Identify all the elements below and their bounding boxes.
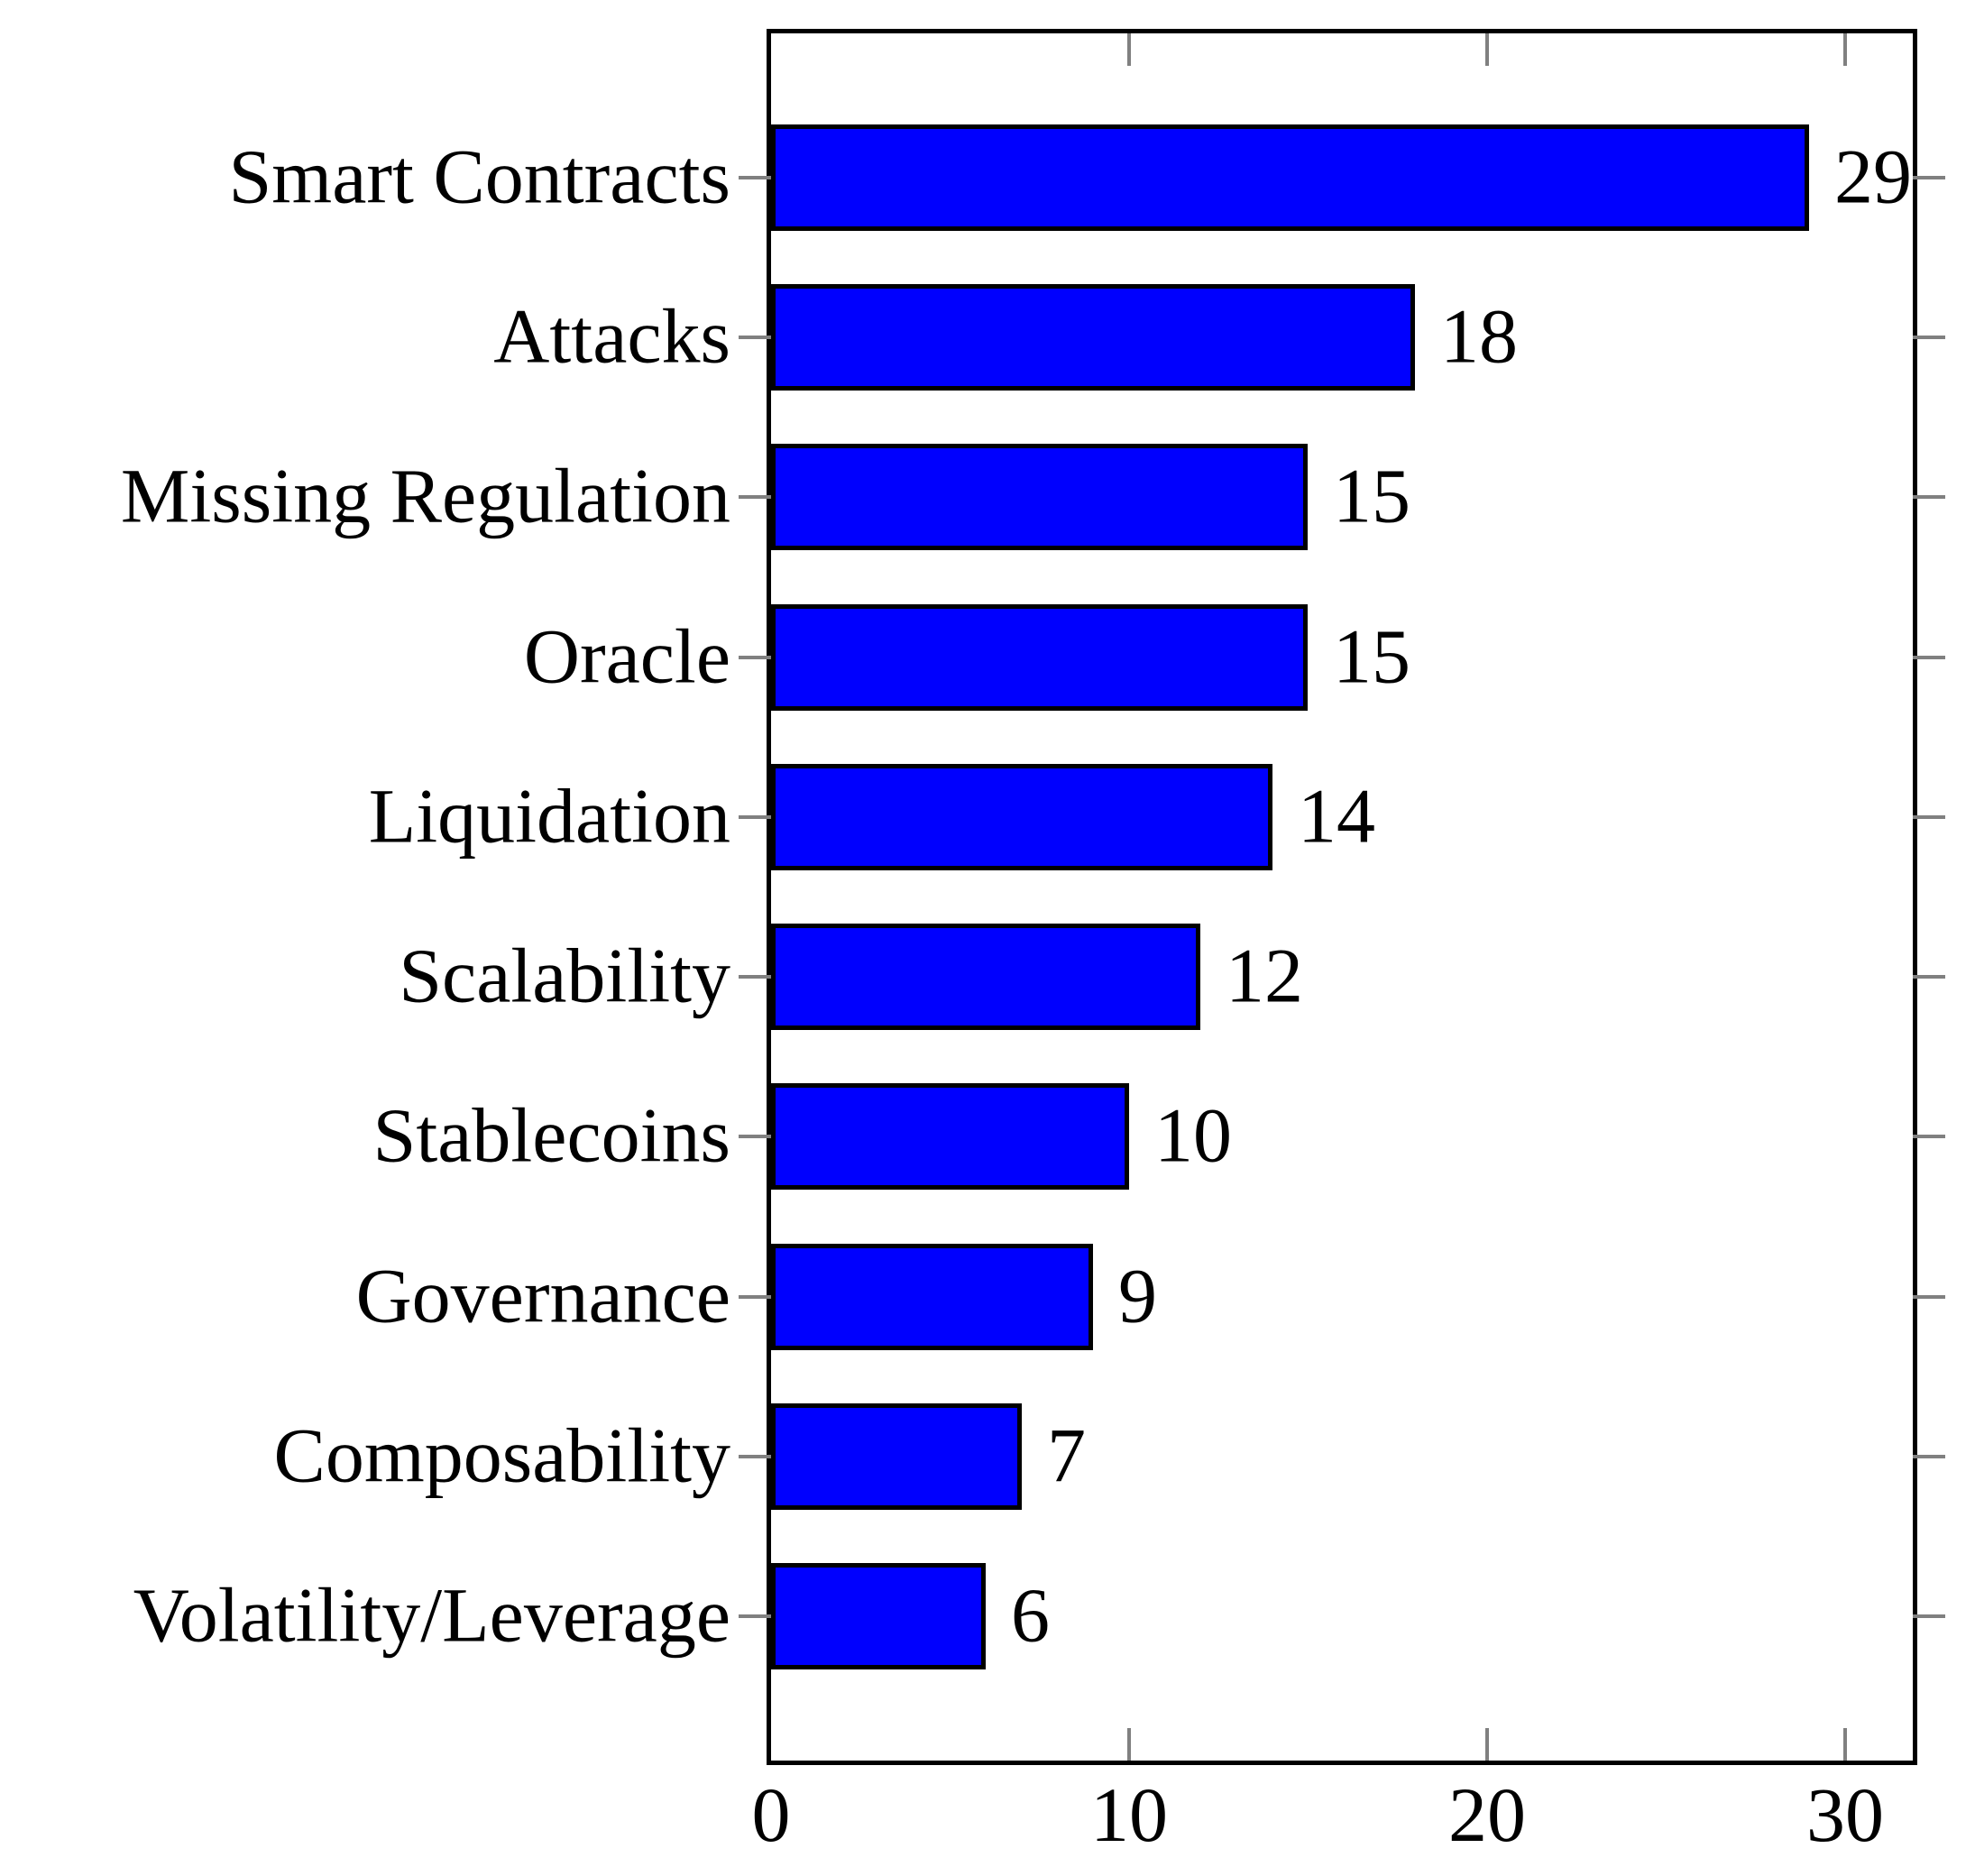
bar-volatility-leverage	[771, 1563, 986, 1669]
bar-oracle	[771, 604, 1308, 711]
y-tick-left-composability	[739, 1455, 771, 1458]
category-label-volatility-leverage: Volatility/Leverage	[133, 1571, 730, 1659]
x-tick-top-10	[1127, 33, 1131, 66]
category-label-composability: Composability	[273, 1412, 730, 1499]
y-tick-right-missing-regulation	[1913, 495, 1945, 499]
x-axis-tick-label-20: 20	[1448, 1771, 1526, 1858]
y-tick-left-liquidation	[739, 815, 771, 819]
value-label-missing-regulation: 15	[1333, 452, 1410, 539]
x-tick-bottom-10	[1127, 1728, 1131, 1761]
y-tick-left-volatility-leverage	[739, 1614, 771, 1618]
y-tick-right-composability	[1913, 1455, 1945, 1458]
x-axis-tick-label-10: 10	[1090, 1771, 1168, 1858]
value-label-smart-contracts: 29	[1834, 133, 1912, 220]
x-tick-bottom-30	[1843, 1728, 1847, 1761]
y-tick-right-oracle	[1913, 656, 1945, 659]
y-tick-right-volatility-leverage	[1913, 1614, 1945, 1618]
y-tick-left-smart-contracts	[739, 176, 771, 179]
x-axis-tick-label-0: 0	[751, 1771, 791, 1858]
y-tick-left-governance	[739, 1295, 771, 1299]
y-tick-left-missing-regulation	[739, 495, 771, 499]
value-label-volatility-leverage: 6	[1011, 1571, 1050, 1659]
y-tick-right-stablecoins	[1913, 1135, 1945, 1138]
x-tick-top-20	[1485, 33, 1489, 66]
y-tick-right-scalability	[1913, 975, 1945, 979]
category-label-oracle: Oracle	[523, 612, 730, 699]
y-tick-right-governance	[1913, 1295, 1945, 1299]
bar-attacks	[771, 284, 1415, 391]
x-tick-top-30	[1843, 33, 1847, 66]
x-tick-bottom-20	[1485, 1728, 1489, 1761]
y-tick-left-oracle	[739, 656, 771, 659]
category-label-scalability: Scalability	[399, 932, 730, 1019]
bar-liquidation	[771, 764, 1272, 870]
bar-stablecoins	[771, 1083, 1129, 1190]
category-label-attacks: Attacks	[493, 292, 730, 380]
y-tick-left-attacks	[739, 336, 771, 339]
category-label-missing-regulation: Missing Regulation	[120, 452, 730, 539]
bar-composability	[771, 1403, 1022, 1510]
value-label-liquidation: 14	[1298, 772, 1375, 860]
value-label-stablecoins: 10	[1154, 1091, 1232, 1179]
y-tick-right-smart-contracts	[1913, 176, 1945, 179]
y-tick-left-scalability	[739, 975, 771, 979]
y-tick-right-attacks	[1913, 336, 1945, 339]
bar-smart-contracts	[771, 124, 1809, 231]
x-axis-tick-label-30: 30	[1806, 1771, 1884, 1858]
category-label-governance: Governance	[355, 1251, 730, 1338]
value-label-governance: 9	[1118, 1251, 1157, 1338]
value-label-oracle: 15	[1333, 612, 1410, 699]
category-label-stablecoins: Stablecoins	[372, 1091, 731, 1179]
value-label-scalability: 12	[1226, 932, 1303, 1019]
y-tick-left-stablecoins	[739, 1135, 771, 1138]
y-tick-right-liquidation	[1913, 815, 1945, 819]
value-label-attacks: 18	[1440, 292, 1518, 380]
value-label-composability: 7	[1047, 1412, 1086, 1499]
category-label-liquidation: Liquidation	[368, 772, 730, 860]
category-label-smart-contracts: Smart Contracts	[228, 133, 730, 220]
bar-scalability	[771, 924, 1200, 1030]
bar-missing-regulation	[771, 444, 1308, 550]
bar-governance	[771, 1244, 1093, 1350]
